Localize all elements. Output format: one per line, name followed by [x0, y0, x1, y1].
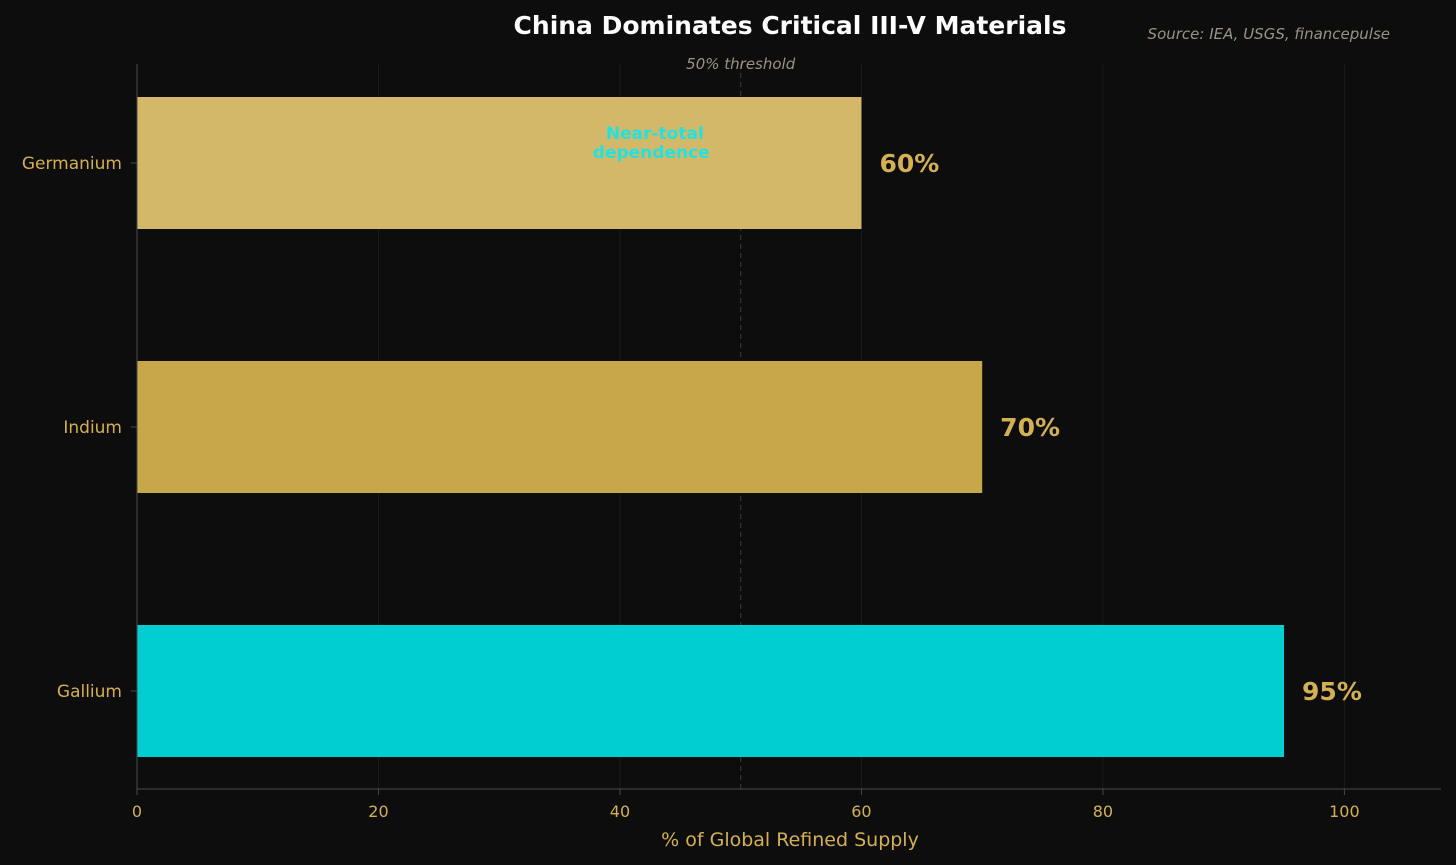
y-tick-label-indium: Indium	[63, 418, 122, 438]
data-labels: 60% 70% 95%	[879, 149, 1361, 706]
x-tick-label-80: 80	[1093, 802, 1113, 821]
annotation-text: Near-total dependence	[593, 124, 710, 163]
y-tick-label-gallium: Gallium	[57, 682, 122, 702]
x-tick-label-20: 20	[368, 802, 388, 821]
annotation-line-1: Near-total	[606, 124, 704, 144]
bars	[137, 97, 1285, 757]
data-label-germanium: 60%	[879, 149, 939, 178]
x-axis-title: % of Global Refined Supply	[661, 829, 919, 851]
data-label-gallium: 95%	[1302, 677, 1362, 706]
bar-indium	[137, 361, 983, 493]
x-tick-label-0: 0	[132, 802, 142, 821]
threshold-label: 50% threshold	[686, 55, 796, 73]
axes: Germanium Indium Gallium 0 20 40 60 80 100	[22, 64, 1441, 821]
annotation-line-2: dependence	[593, 143, 710, 163]
chart-title: China Dominates Critical III-V Materials	[514, 11, 1067, 40]
x-tick-label-40: 40	[610, 802, 630, 821]
bar-germanium	[137, 97, 862, 229]
x-tick-label-100: 100	[1329, 802, 1360, 821]
data-label-indium: 70%	[1000, 413, 1060, 442]
y-tick-label-germanium: Germanium	[22, 154, 122, 174]
x-tick-label-60: 60	[851, 802, 871, 821]
bar-gallium	[137, 625, 1285, 757]
source-note: Source: IEA, USGS, financepulse	[1148, 25, 1390, 43]
